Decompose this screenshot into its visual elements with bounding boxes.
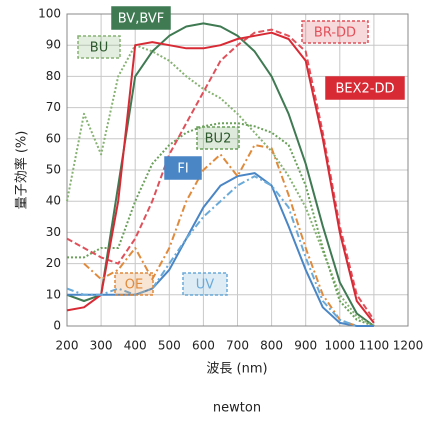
series-line bbox=[66, 28, 375, 321]
series-label: BU2 bbox=[205, 132, 232, 147]
series-line bbox=[66, 44, 375, 327]
y-tick-label: 20 bbox=[46, 256, 61, 270]
series-label-box bbox=[111, 6, 171, 30]
series-label-box bbox=[196, 126, 240, 150]
y-tick-label: 50 bbox=[46, 163, 61, 177]
series-label: BU bbox=[90, 41, 108, 56]
series-line bbox=[66, 175, 358, 327]
series-line bbox=[66, 22, 375, 327]
series-line bbox=[66, 31, 375, 324]
plot-frame bbox=[66, 13, 409, 327]
y-tick-label: 100 bbox=[38, 7, 61, 21]
y-tick-label: 60 bbox=[46, 131, 61, 145]
y-tick-label: 70 bbox=[46, 100, 61, 114]
y-axis-label: 量子効率 (%) bbox=[14, 131, 30, 210]
y-tick-label: 0 bbox=[53, 319, 61, 333]
series-label: BV,BVF bbox=[118, 12, 164, 27]
series-label-box bbox=[114, 272, 154, 296]
y-tick-label: 90 bbox=[46, 38, 61, 52]
y-tick-label: 10 bbox=[46, 287, 61, 301]
footer: newton bbox=[213, 401, 261, 416]
x-tick-label: 300 bbox=[90, 339, 113, 353]
x-tick-label: 800 bbox=[260, 339, 283, 353]
y-tick-label: 40 bbox=[46, 194, 61, 208]
y-tick-label: 80 bbox=[46, 69, 61, 83]
series-label-box bbox=[325, 76, 405, 100]
series-line bbox=[67, 172, 374, 327]
series-label: BEX2-DD bbox=[335, 82, 394, 97]
series-label-box bbox=[77, 35, 121, 59]
series-label-box bbox=[164, 156, 202, 180]
series-label: FI bbox=[177, 162, 188, 177]
x-tick-label: 200 bbox=[56, 339, 79, 353]
series-label: OE bbox=[125, 278, 143, 293]
x-tick-label: 900 bbox=[294, 339, 317, 353]
series-label-box bbox=[301, 20, 369, 44]
series-line bbox=[67, 122, 375, 327]
x-tick-label: 1200 bbox=[393, 339, 424, 353]
x-tick-label: 700 bbox=[226, 339, 249, 353]
x-tick-label: 600 bbox=[192, 339, 215, 353]
y-tick-label: 30 bbox=[46, 225, 61, 239]
series-label: UV bbox=[196, 278, 215, 293]
x-tick-label: 1100 bbox=[359, 339, 390, 353]
x-axis-label: 波長 (nm) bbox=[206, 362, 267, 377]
series-label-box bbox=[182, 272, 228, 296]
x-tick-label: 1000 bbox=[325, 339, 356, 353]
series-line bbox=[83, 144, 358, 327]
x-tick-label: 500 bbox=[158, 339, 181, 353]
x-tick-label: 400 bbox=[124, 339, 147, 353]
series-label: BR-DD bbox=[314, 26, 356, 41]
